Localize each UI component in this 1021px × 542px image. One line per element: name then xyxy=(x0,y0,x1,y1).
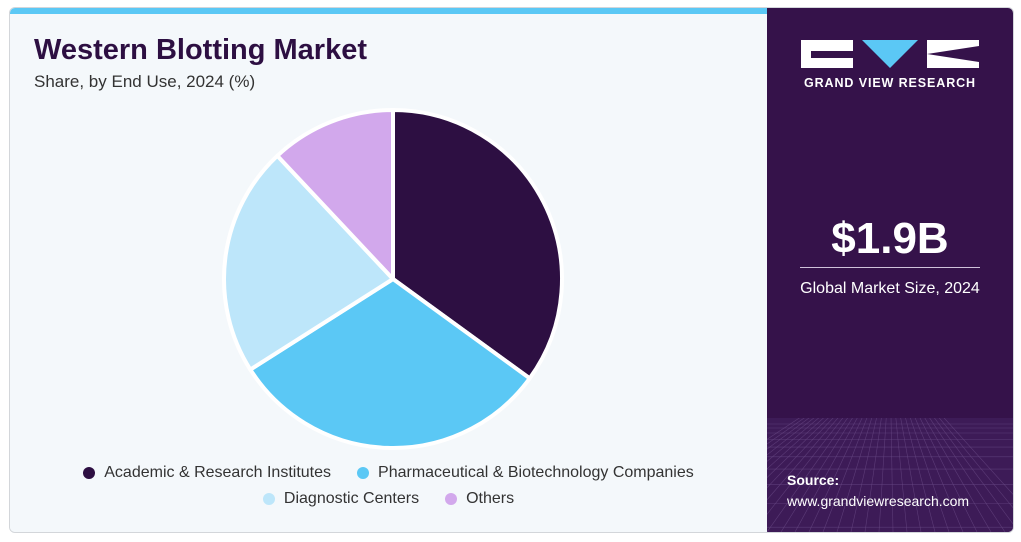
legend-label-diagnostic: Diagnostic Centers xyxy=(283,490,420,507)
grid-line xyxy=(808,418,863,532)
grid-line xyxy=(794,418,858,532)
legend-item-diagnostic: Diagnostic Centers xyxy=(262,490,420,508)
legend-row-1: Academic & Research Institutes Pharmaceu… xyxy=(10,464,767,482)
pie-chart xyxy=(222,108,564,450)
pie-slice-others[interactable] xyxy=(275,108,395,281)
grid-decoration xyxy=(767,418,1013,532)
grid-line xyxy=(767,418,834,489)
legend-swatch-diagnostic xyxy=(262,493,275,505)
legend-label-academic: Academic & Research Institutes xyxy=(104,464,332,481)
brand-logo: GRAND VIEW RESEARCH xyxy=(799,38,981,90)
brand-logo-icon xyxy=(801,40,979,68)
legend-label-others: Others xyxy=(466,490,515,507)
grid-line xyxy=(905,418,936,532)
grid-line xyxy=(767,418,820,462)
chart-title: Western Blotting Market xyxy=(34,34,368,66)
legend-item-academic: Academic & Research Institutes xyxy=(83,464,331,482)
chart-subtitle: Share, by End Use, 2024 (%) xyxy=(34,72,256,91)
grid-line xyxy=(767,418,829,478)
pie-slice-pharmaceutical-biotechnology-companies[interactable] xyxy=(248,277,532,450)
grid-line xyxy=(878,418,887,532)
grid-line xyxy=(914,418,964,532)
divider xyxy=(800,267,980,268)
grid-line xyxy=(767,418,844,515)
legend-item-pharma: Pharmaceutical & Biotechnology Companies xyxy=(357,464,694,482)
legend-item-others: Others xyxy=(445,490,514,508)
grid-line xyxy=(864,418,882,532)
grid-line xyxy=(850,418,877,532)
legend-swatch-academic xyxy=(83,467,96,479)
grid-line xyxy=(767,418,810,450)
grid-line xyxy=(890,418,894,532)
grid-line xyxy=(767,418,824,470)
grid-line xyxy=(780,418,853,532)
pie-slice-academic-research-institutes[interactable] xyxy=(391,108,564,381)
market-size-value: $1.9B xyxy=(831,214,949,263)
legend-label-pharma: Pharmaceutical & Biotechnology Companies xyxy=(378,464,694,481)
grid-line xyxy=(919,418,978,532)
grid-line xyxy=(900,418,922,532)
grid-line xyxy=(943,418,1013,495)
infographic-card: Western Blotting Market Share, by End Us… xyxy=(9,7,1014,533)
brand-name: GRAND VIEW RESEARCH xyxy=(804,76,976,90)
grid-line xyxy=(929,418,1006,532)
source-link[interactable]: www.grandviewresearch.com xyxy=(787,493,970,509)
legend-swatch-pharma xyxy=(357,467,370,479)
grid-line xyxy=(924,418,992,532)
grid-line xyxy=(895,418,908,532)
grid-line xyxy=(822,418,868,532)
legend-row-2: Diagnostic Centers Others xyxy=(10,490,767,508)
grid-background xyxy=(767,418,1013,532)
grid-line xyxy=(938,418,1013,509)
grid-line xyxy=(910,418,950,532)
grid-line xyxy=(934,418,1013,525)
grid-line xyxy=(767,418,815,456)
source-label: Source: xyxy=(787,472,840,488)
grid-line xyxy=(767,418,848,532)
grid-line xyxy=(767,418,839,501)
accent-bar xyxy=(10,8,767,14)
market-size-label: Global Market Size, 2024 xyxy=(800,280,980,297)
chart-panel: Western Blotting Market Share, by End Us… xyxy=(10,8,767,532)
pie-slice-diagnostic-centers[interactable] xyxy=(222,153,395,372)
grid-line xyxy=(836,418,873,532)
sidebar-panel: GRAND VIEW RESEARCH $1.9B Global Market … xyxy=(767,8,1013,532)
legend-swatch-others xyxy=(445,493,458,505)
